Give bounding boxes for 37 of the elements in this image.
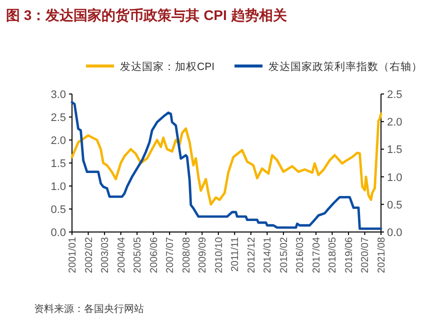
x-tick-label: 2006/06 xyxy=(148,236,160,274)
x-tick-label: 2004/04 xyxy=(116,236,128,274)
y-tick-label: 2.0 xyxy=(50,135,66,147)
chart-title: 图 3：发达国家的货币政策与其 CPI 趋势相关 xyxy=(6,7,287,23)
y2-tick-label: 2.5 xyxy=(387,89,402,101)
y2-tick-label: 2.0 xyxy=(387,116,402,129)
y-tick-label: 2.5 xyxy=(50,112,66,124)
y2-tick-label: 0.0 xyxy=(387,227,402,239)
legend-label: 发达国家：加权CPI xyxy=(120,60,215,73)
x-tick-label: 2008/08 xyxy=(181,236,192,274)
y2-tick-label: 0.5 xyxy=(387,199,402,212)
x-tick-label: 2018/05 xyxy=(328,236,339,274)
y-tick-label: 3.0 xyxy=(50,89,66,101)
y2-tick-label: 1.5 xyxy=(387,144,402,156)
y-tick-label: 1.0 xyxy=(50,181,66,193)
y-tick-label: 0.0 xyxy=(50,227,66,239)
y-tick-label: 0.5 xyxy=(50,204,66,216)
x-tick-label: 2015/02 xyxy=(278,236,290,274)
x-tick-label: 2010/10 xyxy=(214,236,225,274)
x-tick-label: 2012/12 xyxy=(246,236,258,274)
x-tick-label: 2014/01 xyxy=(262,236,274,274)
y2-tick-label: 1.0 xyxy=(387,172,402,184)
x-tick-label: 2021/08 xyxy=(376,236,388,274)
x-tick-label: 2019/06 xyxy=(344,236,355,274)
y-tick-label: 1.5 xyxy=(50,158,66,170)
x-tick-label: 2016/03 xyxy=(295,236,306,274)
x-tick-label: 2007/07 xyxy=(165,236,176,274)
x-tick-label: 2001/01 xyxy=(68,236,78,274)
x-tick-label: 2020/07 xyxy=(360,236,372,274)
legend-label: 发达国家政策利率指数（右轴） xyxy=(268,60,423,73)
x-tick-label: 2011/11 xyxy=(230,236,242,272)
x-tick-label: 2005/05 xyxy=(132,236,144,274)
x-tick-label: 2002/02 xyxy=(84,236,95,274)
x-tick-label: 2017/04 xyxy=(311,236,322,274)
text: 资料来源：各国央行网站 xyxy=(34,303,144,315)
x-tick-label: 2009/09 xyxy=(198,236,209,274)
x-tick-label: 2003/03 xyxy=(100,236,112,274)
